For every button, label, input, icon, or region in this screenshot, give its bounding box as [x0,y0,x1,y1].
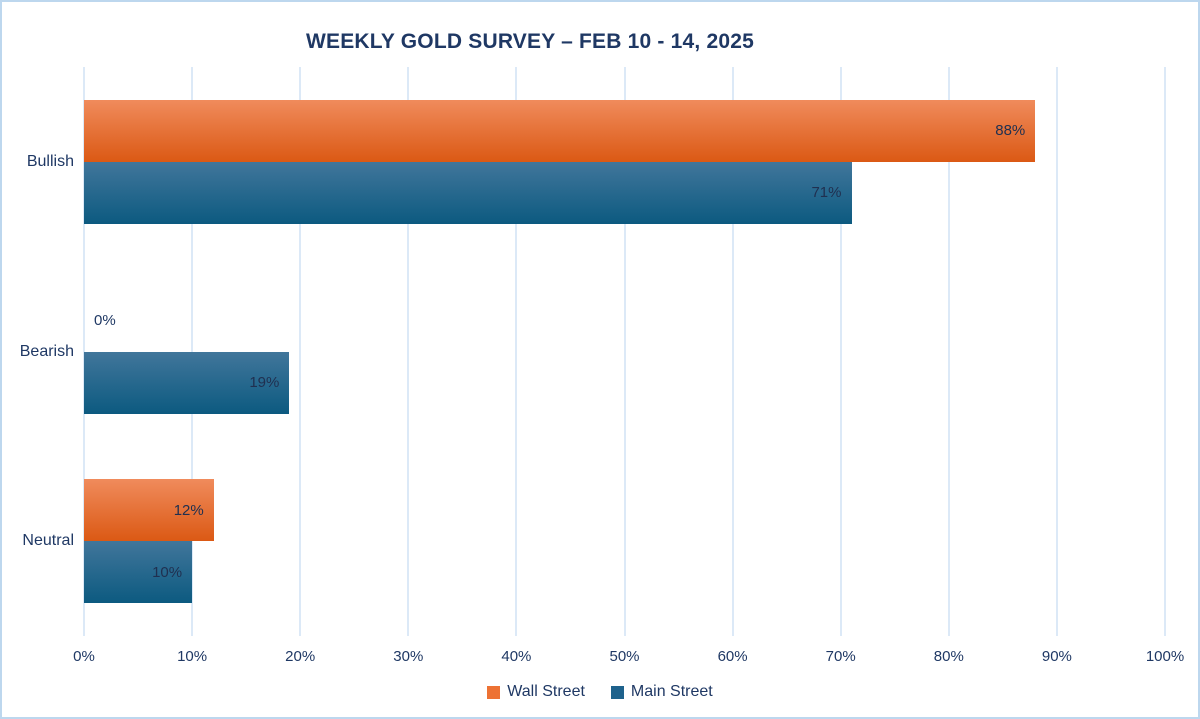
data-label: 19% [249,374,280,391]
category-label: Bearish [19,342,74,360]
x-axis-tick-label: 20% [285,648,316,665]
legend-item-wall-street: Wall Street [487,683,585,701]
gridline [947,67,950,636]
chart-legend: Wall Street Main Street [2,683,1198,701]
x-axis-tick-label: 40% [501,648,532,665]
legend-item-main-street: Main Street [610,683,713,701]
category-label: Neutral [22,532,74,550]
x-axis-tick-label: 90% [1041,648,1072,665]
bar-main-street: 71% [84,161,852,224]
gridline [731,67,734,636]
data-label: 88% [995,122,1026,140]
x-axis-tick-label: 60% [717,648,748,665]
x-axis-tick-label: 100% [1145,648,1185,665]
legend-swatch [610,685,624,699]
gridline [407,67,410,636]
x-axis-tick-label: 10% [177,648,208,665]
legend-label: Wall Street [507,683,585,700]
bar-main-street: 10% [84,541,193,604]
gridline [1164,67,1166,636]
category-label: Bullish [26,152,74,170]
x-axis-tick-label: 0% [73,648,95,665]
gridline [299,67,302,636]
gridline [839,67,842,636]
legend-swatch [487,685,501,699]
data-label: 10% [152,563,183,581]
bar-wall-street: 12% [84,479,214,542]
bar-main-street: 19% [84,351,290,414]
data-label: 12% [173,501,204,519]
gridline [1055,67,1058,636]
x-axis-tick-label: 80% [933,648,964,665]
x-axis-tick-label: 50% [609,648,640,665]
gridline [623,67,626,636]
plot-area: 0% 10% 20% 30% 40% 50% 60% 70% 80% 90% 100% Bullish… [20,67,1184,665]
x-axis-tick-label: 30% [393,648,424,665]
bar-wall-street: 88% [84,99,1036,162]
legend-label: Main Street [630,683,713,700]
data-label: 0% [94,312,116,329]
chart-title: WEEKLY GOLD SURVEY – FEB 10 - 14, 2025 [305,30,754,53]
gridline [515,67,518,636]
data-label: 71% [811,184,842,202]
x-axis-tick-label: 70% [825,648,856,665]
